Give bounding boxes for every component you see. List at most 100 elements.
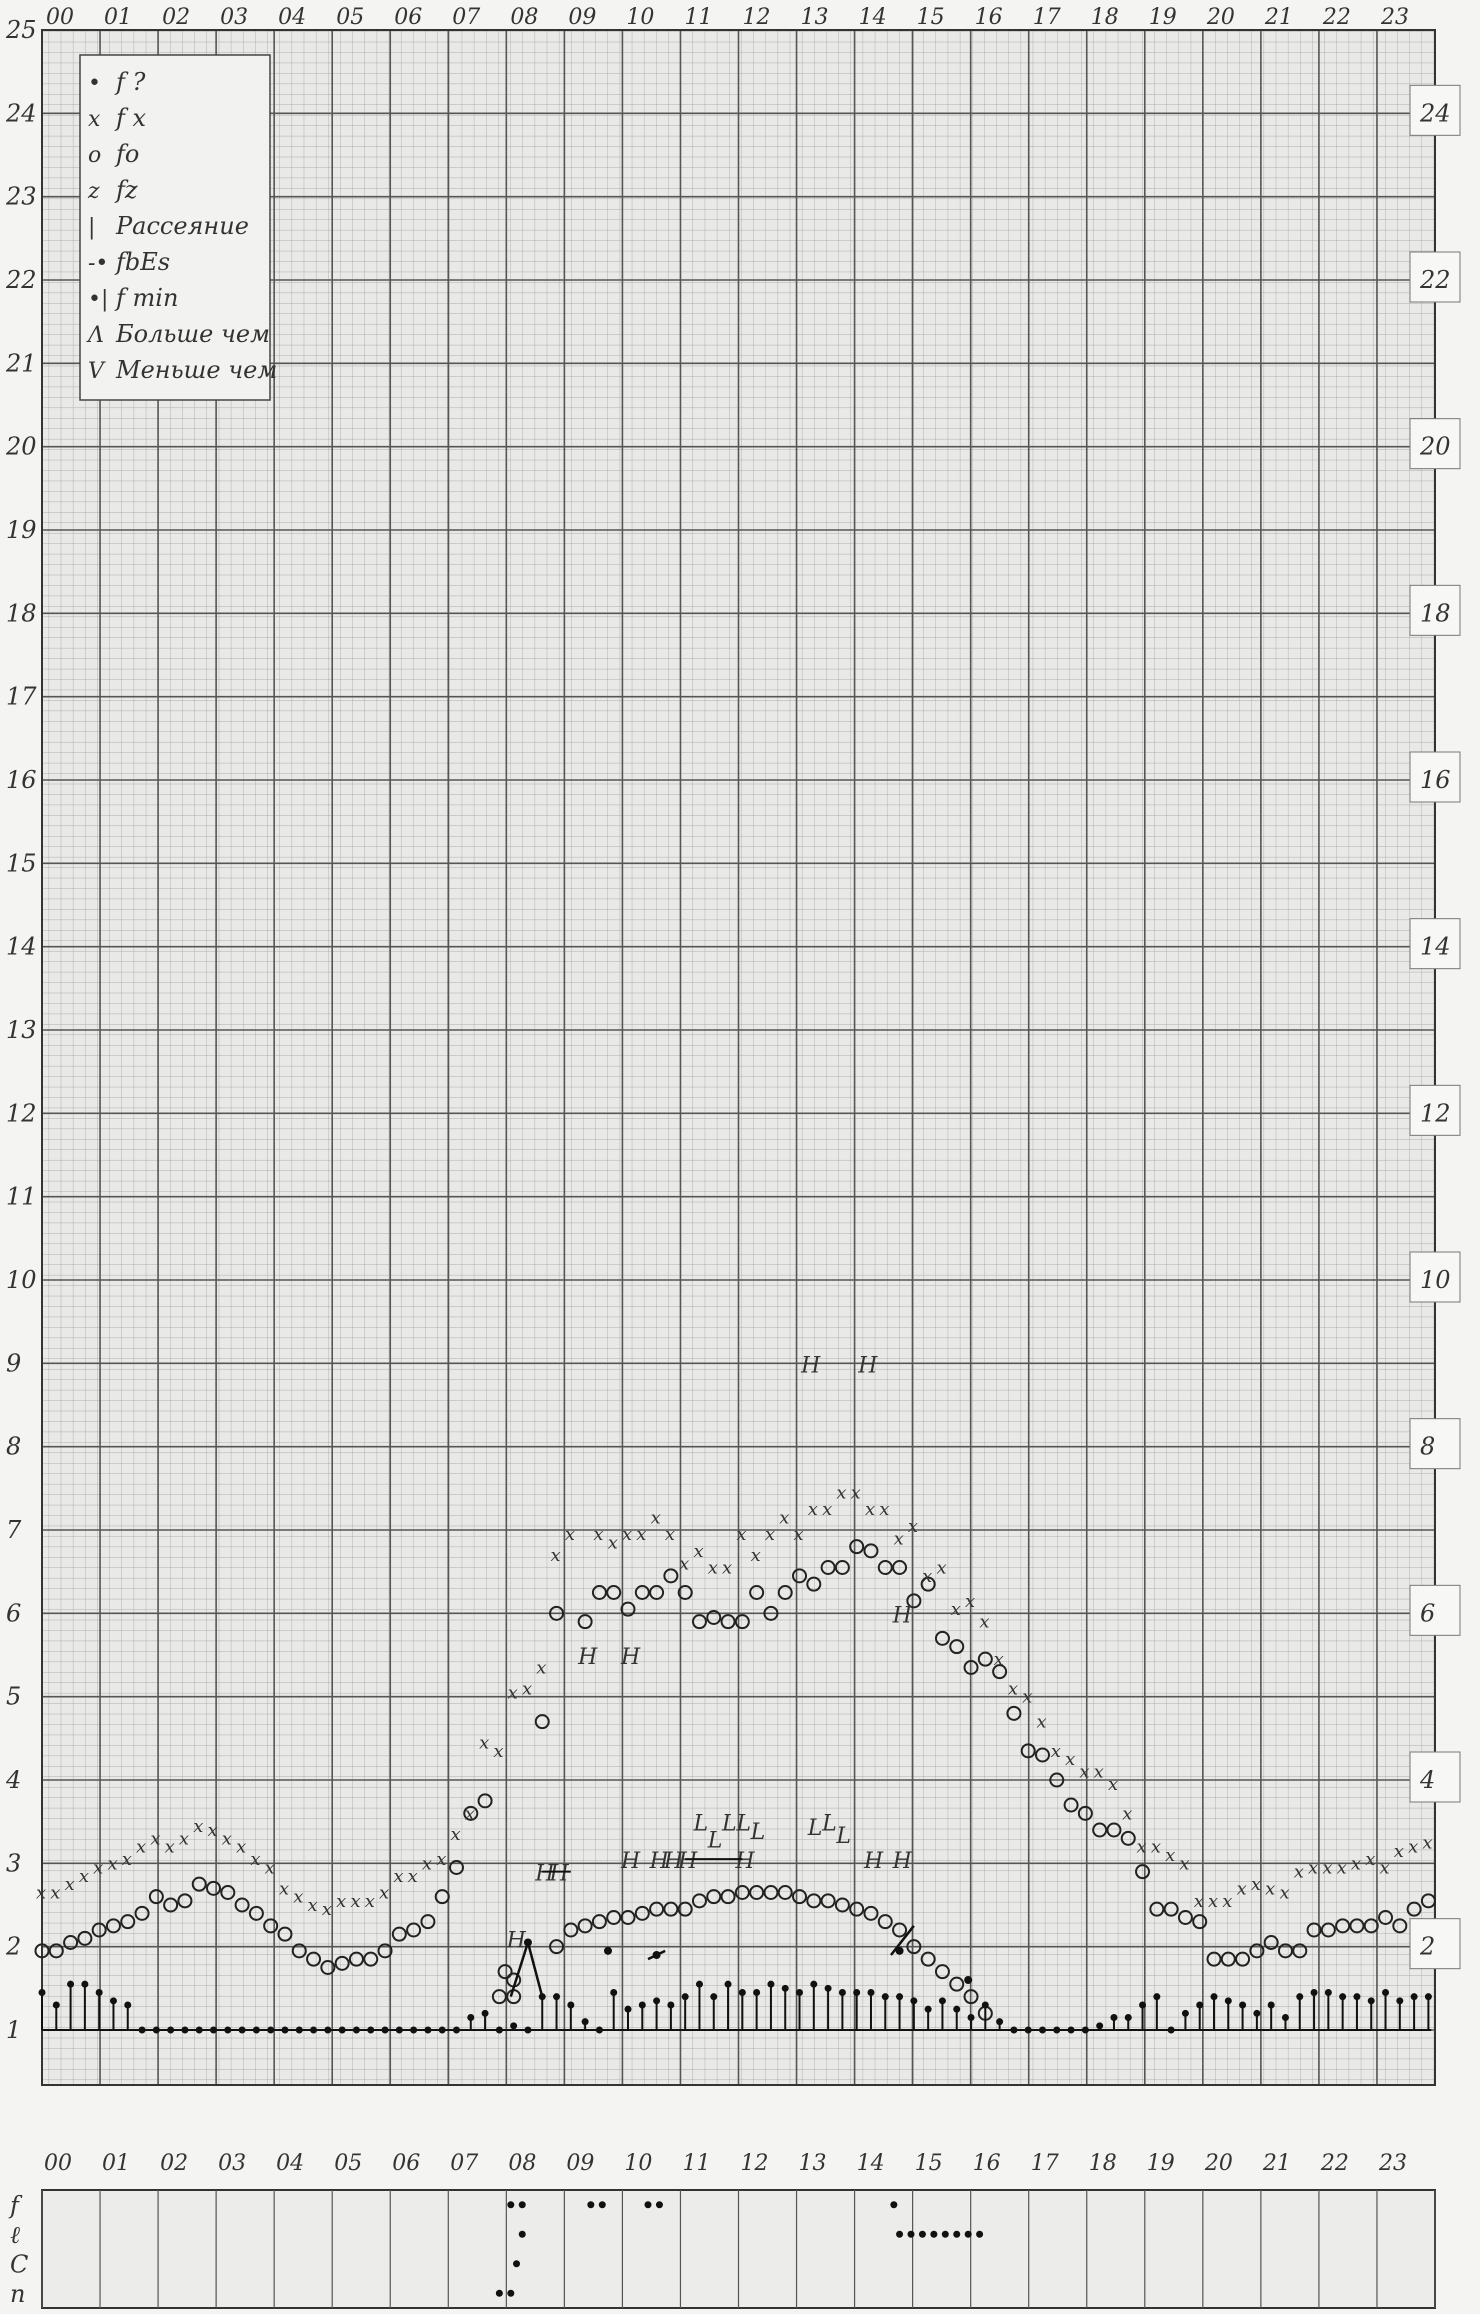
x-tick-top: 14 <box>859 5 887 30</box>
fo-point <box>105 1918 121 1934</box>
x-tick-top: 00 <box>46 5 74 30</box>
strip-dot <box>507 2201 515 2209</box>
fx-point: x <box>1065 1749 1075 1770</box>
fo-point <box>1363 1918 1379 1934</box>
fo-point <box>992 1664 1008 1680</box>
fmin-point <box>753 1989 761 1996</box>
h-marker: H <box>549 1862 570 1887</box>
y-tick-right-box <box>1409 1251 1461 1303</box>
fo-point <box>448 1860 464 1875</box>
fmin-point <box>1267 2001 1275 2009</box>
fx-point: x <box>1222 1891 1232 1912</box>
fbes-line <box>647 1949 666 1961</box>
fo-point <box>706 1889 722 1905</box>
fmin-point <box>981 2001 989 2009</box>
fo-point <box>620 1910 636 1925</box>
fmin-point <box>610 1989 618 1996</box>
fmin-point <box>1224 1997 1232 2005</box>
fx-point: x <box>1022 1687 1032 1708</box>
fo-point <box>491 1989 507 2005</box>
fo-point <box>63 1935 79 1950</box>
y-tick-left: 5 <box>6 1683 21 1711</box>
fmin-point <box>638 2001 646 2009</box>
fo-point <box>734 1614 750 1630</box>
fmin-point <box>910 1997 918 2005</box>
fx-point: x <box>265 1858 275 1879</box>
fo-point <box>477 1793 493 1809</box>
x-tick-bottom: 09 <box>566 2151 594 2176</box>
y-tick-left: 11 <box>6 1183 37 1211</box>
x-tick-top: 11 <box>684 5 712 30</box>
fo-point <box>820 1893 836 1909</box>
fmin-point <box>1239 2001 1247 2009</box>
x-tick-top: 01 <box>104 5 132 30</box>
fo-point <box>963 1660 979 1675</box>
x-tick-bottom: 23 <box>1378 2151 1407 2176</box>
fmin-point <box>853 1989 861 1996</box>
fo-point <box>906 1939 922 1955</box>
x-tick-top: 07 <box>452 5 480 30</box>
y-tick-right-box <box>1409 84 1461 136</box>
fo-point <box>763 1605 779 1621</box>
x-tick-top: 16 <box>975 5 1003 30</box>
strip-dot <box>495 2289 503 2297</box>
y-tick-left: 6 <box>6 1599 21 1627</box>
fo-point <box>1306 1922 1322 1938</box>
fo-point <box>677 1585 693 1600</box>
fo-point <box>1206 1951 1222 1967</box>
fmin-point <box>1124 2014 1132 2021</box>
fx-point: x <box>994 1649 1004 1670</box>
fo-point <box>234 1897 250 1913</box>
strip-dot <box>930 2230 938 2238</box>
fo-point <box>906 1593 922 1609</box>
h-marker: H <box>663 1849 684 1874</box>
fx-point: x <box>936 1558 946 1579</box>
fmin-point <box>624 2005 632 2013</box>
fmin-point <box>1153 1993 1161 2001</box>
x-tick-bottom: 21 <box>1262 2151 1291 2176</box>
fx-point: x <box>122 1849 132 1870</box>
fmin-point <box>724 1980 732 1988</box>
legend-label: f ? <box>114 68 146 96</box>
x-tick-bottom: 05 <box>334 2151 362 2176</box>
legend-symbol: -• <box>88 251 108 276</box>
fo-point <box>163 1897 179 1913</box>
y-tick-left: 23 <box>5 183 37 211</box>
x-tick-bottom: 08 <box>508 2151 536 2176</box>
fo-point <box>1135 1864 1151 1880</box>
fmin-point <box>1396 1997 1404 2005</box>
fx-point: x <box>765 1524 775 1545</box>
h-marker: H <box>534 1862 555 1887</box>
y-tick-left: 21 <box>5 349 37 377</box>
fbes-line <box>509 1942 530 1998</box>
strip-row-label: ℓ <box>10 2221 20 2249</box>
h-marker: H <box>620 1849 641 1874</box>
x-tick-top: 17 <box>1033 5 1061 30</box>
y-tick-left: 13 <box>6 1016 37 1044</box>
l-marker: L <box>821 1812 837 1837</box>
y-tick-left: 4 <box>5 1766 21 1794</box>
fx-point: x <box>1294 1862 1304 1883</box>
fx-point: x <box>965 1591 975 1612</box>
fo-point <box>849 1539 865 1555</box>
fo-point <box>177 1893 193 1909</box>
fx-point: x <box>408 1866 418 1887</box>
fx-point: x <box>293 1887 303 1908</box>
y-tick-right: 18 <box>1420 599 1451 627</box>
fx-point: x <box>536 1658 546 1679</box>
fx-point: x <box>493 1741 503 1762</box>
fo-point <box>663 1568 679 1584</box>
x-tick-top: 09 <box>568 5 596 30</box>
fmin-point <box>838 1989 846 1996</box>
fo-point <box>1077 1805 1093 1821</box>
fo-point <box>877 1914 893 1930</box>
y-tick-left: 19 <box>6 516 37 544</box>
legend-label: Рассеяние <box>115 212 249 240</box>
x-tick-top: 21 <box>1264 5 1293 30</box>
fx-point: x <box>751 1545 761 1566</box>
fx-point: x <box>551 1545 561 1566</box>
fo-point <box>892 1922 908 1938</box>
fo-point <box>549 1605 565 1621</box>
fo-point <box>1406 1901 1422 1917</box>
fo-point <box>792 1568 808 1584</box>
